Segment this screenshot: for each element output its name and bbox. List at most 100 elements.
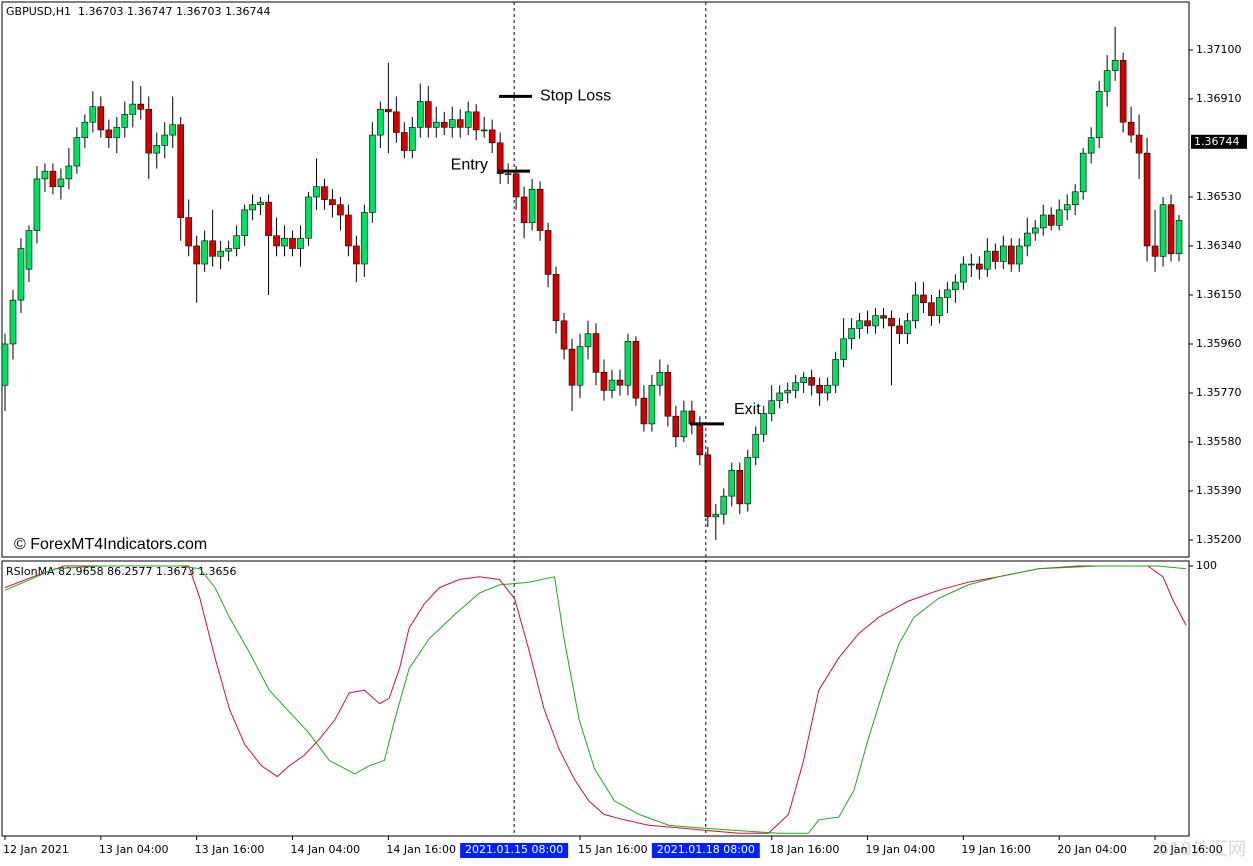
- candle-body: [536, 188, 544, 231]
- header-values: 1.36703 1.36747 1.36703 1.36744: [78, 5, 270, 18]
- candle-body: [345, 214, 352, 247]
- candle-body: [1, 343, 9, 386]
- y-tick-label: 1.35200: [1196, 533, 1242, 546]
- candle-body: [472, 111, 480, 131]
- candle-body: [145, 108, 153, 154]
- candle-body: [608, 379, 616, 391]
- candle-body: [297, 237, 304, 249]
- candle-body: [712, 513, 720, 518]
- y-tick-label: 1.36150: [1196, 288, 1242, 301]
- candle-body: [9, 299, 17, 345]
- y-tick-label: 1.35580: [1196, 435, 1242, 448]
- y-tick-label: 1.36340: [1196, 239, 1242, 252]
- candle-body: [73, 137, 81, 167]
- candle-body: [800, 377, 807, 383]
- candle-body: [816, 384, 823, 394]
- candle-body: [688, 410, 696, 425]
- x-tick-label: 15 Jan 16:00: [578, 843, 648, 856]
- candle-body: [1087, 137, 1095, 154]
- candle-body: [504, 173, 512, 176]
- candle-body: [185, 217, 192, 247]
- y-tick-label: 1.35960: [1196, 337, 1242, 350]
- candle-body: [1095, 90, 1103, 138]
- x-tick-label: 14 Jan 16:00: [386, 843, 456, 856]
- candle-body: [1119, 59, 1127, 123]
- candle-body: [1103, 70, 1111, 92]
- candle-body: [1055, 209, 1063, 226]
- candle-body: [792, 382, 799, 391]
- candle-body: [728, 470, 736, 497]
- candle-body: [81, 121, 89, 138]
- copyright: © ForexMT4Indicators.com: [14, 536, 207, 553]
- candle-body: [225, 248, 232, 252]
- candle-body: [896, 325, 903, 334]
- candle-body: [600, 372, 608, 391]
- candle-body: [273, 235, 280, 247]
- x-tick-label: 12 Jan 2021: [3, 843, 69, 856]
- candle-body: [512, 173, 520, 198]
- candle-body: [696, 423, 704, 456]
- candle-body: [113, 127, 121, 138]
- candle-body: [752, 433, 760, 458]
- candle-body: [41, 170, 49, 180]
- candle-body: [520, 196, 528, 224]
- annotation-label: Stop Loss: [540, 88, 611, 105]
- candle-body: [992, 250, 999, 262]
- candle-body: [353, 245, 360, 265]
- candle-body: [97, 106, 105, 131]
- candle-body: [776, 392, 783, 402]
- candle-body: [648, 384, 656, 425]
- candle-body: [768, 400, 776, 414]
- candle-body: [393, 111, 400, 133]
- candle-body: [960, 263, 967, 283]
- candle-body: [1111, 59, 1119, 71]
- candle-body: [552, 274, 560, 322]
- candle-body: [217, 250, 224, 257]
- candle-body: [632, 341, 640, 399]
- candle-body: [528, 188, 536, 224]
- candle-body: [289, 237, 296, 249]
- cursor-label: 2021.01.15 08:00: [465, 843, 563, 856]
- annotation-label: Entry: [451, 156, 488, 173]
- candle-body: [624, 341, 632, 386]
- candle-body: [952, 281, 959, 291]
- candle-body: [257, 201, 264, 206]
- candle-body: [672, 415, 680, 438]
- candle-body: [1023, 232, 1031, 247]
- cursor-label: 2021.01.18 08:00: [657, 843, 755, 856]
- x-tick-label: 13 Jan 16:00: [195, 843, 265, 856]
- candle-body: [1000, 245, 1007, 262]
- candle-body: [920, 294, 927, 304]
- candle-body: [401, 132, 408, 151]
- candle-body: [65, 165, 73, 180]
- candle-body: [848, 328, 855, 340]
- candle-body: [281, 237, 288, 247]
- candle-body: [984, 250, 991, 270]
- candle-body: [1135, 134, 1143, 154]
- y-tick-label: 1.36530: [1196, 190, 1242, 203]
- candle-body: [385, 108, 392, 113]
- annotation-label: Exit: [734, 401, 761, 418]
- candle-body: [1071, 191, 1079, 206]
- candle-body: [321, 186, 328, 200]
- indicator-pane: [1, 560, 1190, 837]
- candle-body: [976, 263, 983, 270]
- candle-body: [249, 204, 256, 211]
- candle-body: [464, 111, 472, 128]
- candle-body: [432, 121, 440, 128]
- candle-body: [760, 413, 768, 435]
- candle-body: [544, 230, 552, 275]
- candle-body: [888, 317, 895, 327]
- candle-body: [1175, 219, 1183, 255]
- candle-body: [880, 315, 887, 319]
- candle-body: [177, 124, 184, 218]
- candle-body: [592, 333, 600, 373]
- candle-body: [832, 359, 839, 386]
- candle-body: [33, 178, 41, 231]
- candle-body: [129, 103, 137, 115]
- candle-body: [416, 101, 424, 128]
- candle-body: [488, 129, 496, 144]
- x-tick-label: 20 Jan 04:00: [1057, 843, 1127, 856]
- candle-body: [936, 297, 943, 316]
- x-tick-label: 14 Jan 04:00: [291, 843, 361, 856]
